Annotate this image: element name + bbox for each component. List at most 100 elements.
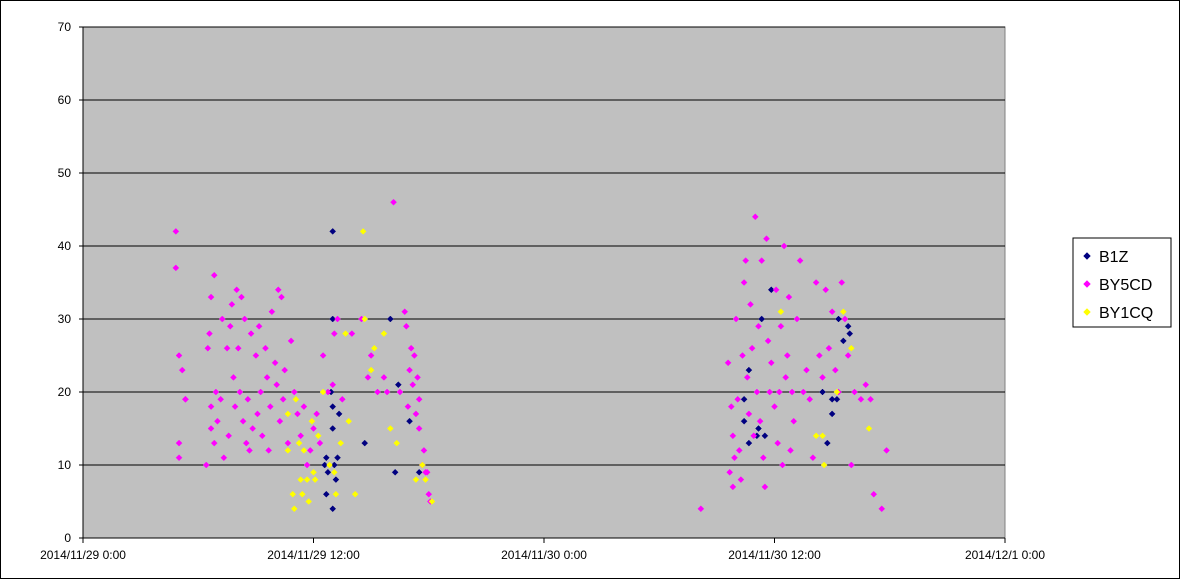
data-point	[742, 257, 750, 264]
data-point	[321, 461, 329, 469]
y-tick-label: 10	[58, 458, 72, 472]
y-tick-label: 60	[58, 93, 72, 107]
data-point	[322, 454, 330, 462]
data-point	[313, 410, 321, 418]
y-tick-label: 20	[58, 385, 72, 399]
data-point	[788, 388, 796, 396]
data-point	[319, 388, 327, 396]
data-point	[745, 439, 753, 447]
data-point	[857, 395, 865, 403]
data-point	[348, 330, 356, 337]
data-point	[246, 447, 253, 454]
data-point	[172, 228, 180, 235]
data-point	[281, 366, 289, 374]
data-point	[332, 490, 340, 498]
data-point	[265, 447, 273, 454]
x-tick-label: 2014/11/29 0:00	[40, 548, 126, 562]
data-point	[225, 432, 233, 440]
data-point	[383, 388, 391, 396]
data-point	[396, 388, 404, 396]
data-point	[254, 410, 261, 418]
data-point	[294, 410, 301, 418]
data-point	[303, 461, 311, 469]
plot-area	[82, 26, 1006, 539]
legend-marker	[1083, 308, 1091, 316]
data-point	[787, 447, 794, 454]
x-axis-ticks: 2014/11/29 0:00 2014/11/29 12:00 2014/11/3…	[40, 538, 1045, 562]
data-point	[777, 322, 785, 330]
data-point	[212, 388, 220, 396]
data-point	[214, 417, 221, 425]
data-point	[326, 461, 333, 469]
data-point	[750, 432, 758, 440]
data-point	[351, 490, 359, 498]
data-point	[779, 461, 786, 469]
data-point	[263, 374, 271, 381]
data-point	[402, 322, 410, 330]
data-point	[234, 344, 242, 352]
data-point	[851, 388, 858, 396]
data-point	[774, 439, 782, 447]
data-point	[361, 439, 369, 447]
data-point	[310, 468, 317, 476]
data-point	[329, 403, 337, 410]
data-point	[207, 293, 215, 301]
data-point	[764, 337, 772, 345]
data-point	[745, 366, 753, 374]
data-point	[204, 344, 212, 352]
data-point	[412, 410, 420, 418]
data-point	[819, 374, 826, 381]
data-point	[273, 381, 281, 389]
data-point	[820, 461, 828, 469]
data-point	[763, 235, 770, 243]
data-point	[206, 330, 213, 337]
data-point	[319, 352, 327, 359]
data-point	[823, 439, 831, 447]
data-point	[332, 476, 340, 483]
data-point	[783, 352, 791, 359]
data-point	[799, 388, 807, 396]
data-point	[414, 374, 421, 381]
data-point	[276, 417, 284, 425]
data-point	[785, 293, 793, 301]
data-point	[415, 425, 423, 432]
data-point	[324, 468, 332, 476]
x-tick-label: 2014/11/30 12:00	[728, 548, 821, 562]
data-point	[258, 432, 266, 440]
data-point	[841, 315, 849, 323]
data-point	[207, 403, 215, 410]
data-point	[274, 286, 282, 294]
data-point	[210, 439, 218, 447]
data-point	[739, 352, 746, 359]
data-point	[846, 330, 854, 337]
legend-label: BY1CQ	[1099, 305, 1153, 322]
data-point	[740, 279, 748, 286]
data-point	[743, 374, 751, 381]
data-point	[295, 439, 303, 447]
data-point	[418, 461, 426, 469]
data-point	[380, 374, 388, 381]
data-point	[172, 264, 180, 272]
y-tick-label: 0	[64, 531, 71, 545]
data-point	[844, 322, 852, 330]
data-point	[257, 388, 265, 396]
data-point	[175, 439, 183, 447]
data-point	[422, 476, 429, 483]
data-point	[241, 315, 249, 323]
data-point	[303, 476, 311, 483]
data-point	[761, 483, 769, 491]
data-point	[777, 308, 785, 316]
data-point	[300, 447, 308, 454]
series-by1cq	[284, 228, 873, 513]
data-points	[172, 198, 890, 513]
data-point	[844, 352, 852, 359]
data-point	[207, 425, 215, 432]
data-point	[410, 352, 418, 359]
data-point	[782, 374, 790, 381]
data-point	[724, 359, 732, 367]
data-point	[217, 395, 225, 403]
data-point	[249, 425, 257, 432]
data-point	[766, 388, 774, 396]
data-point	[793, 315, 801, 323]
